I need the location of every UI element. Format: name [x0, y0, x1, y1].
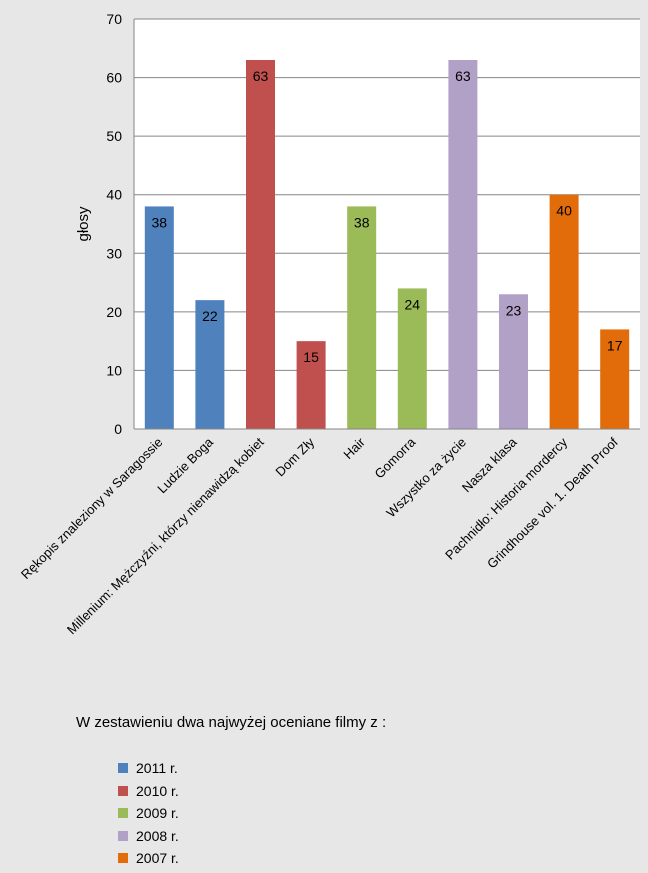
y-tick-label: 10 [106, 362, 122, 378]
legend-swatch [118, 853, 128, 864]
data-label: 22 [202, 308, 218, 324]
legend-title: W zestawieniu dwa najwyżej oceniane film… [76, 714, 387, 731]
legend-label: 2010 r. [136, 782, 179, 799]
bar [246, 60, 275, 429]
y-tick-label: 40 [106, 187, 122, 203]
legend-item: 2010 r. [118, 780, 179, 803]
y-tick-label: 0 [114, 421, 122, 437]
legend-item: 2011 r. [118, 757, 179, 780]
y-axis-label: głosy [75, 206, 92, 242]
legend-swatch [118, 830, 128, 841]
x-tick-label: Millenium: Mężczyźni, którzy nienawidzą … [64, 434, 267, 637]
legend-label: 2009 r. [136, 805, 179, 821]
data-label: 63 [455, 68, 471, 84]
bar [448, 60, 478, 429]
legend-item: 2008 r. [118, 825, 179, 848]
bar-chart: 0 10 20 30 40 50 60 70 głosy 38 22 63 15 38 24 63 23 40… [18, 11, 640, 637]
bar [397, 288, 427, 429]
bar [600, 329, 630, 429]
legend-swatch [118, 808, 128, 819]
data-label: 40 [556, 203, 572, 219]
legend-label: 2007 r. [136, 850, 179, 866]
x-tick-label: Dom Zły [272, 434, 317, 479]
y-tick-labels: 0 10 20 30 40 50 60 70 [106, 11, 122, 437]
data-label: 38 [354, 214, 370, 230]
legend-item: 2009 r. [118, 802, 179, 825]
bar [144, 206, 174, 429]
y-tick-label: 70 [106, 11, 122, 27]
y-tick-label: 60 [106, 70, 122, 86]
legend-swatch [118, 763, 128, 774]
x-tick-label: Gomorra [372, 434, 419, 481]
bar [296, 341, 326, 429]
legend-item: 2007 r. [118, 847, 179, 870]
data-label: 38 [152, 214, 168, 230]
y-tick-label: 30 [106, 245, 122, 261]
bar [549, 194, 579, 429]
legend: 2011 r. 2010 r. 2009 r. 2008 r. 2007 r. [118, 757, 179, 870]
bar [347, 206, 377, 429]
x-tick-label: Hair [340, 434, 368, 462]
legend-label: 2011 r. [136, 760, 178, 776]
y-tick-label: 50 [106, 128, 122, 144]
data-label: 15 [303, 349, 319, 365]
data-label: 63 [253, 68, 269, 84]
data-labels: 38 22 63 15 38 24 63 23 40 17 [152, 68, 623, 365]
legend-swatch [118, 785, 128, 796]
bar [195, 300, 225, 429]
y-tick-label: 20 [106, 304, 122, 320]
bar [499, 294, 528, 429]
legend-label: 2008 r. [136, 827, 179, 844]
data-label: 24 [405, 296, 421, 312]
data-label: 17 [607, 337, 623, 353]
data-label: 23 [506, 302, 522, 318]
bars [144, 60, 630, 429]
